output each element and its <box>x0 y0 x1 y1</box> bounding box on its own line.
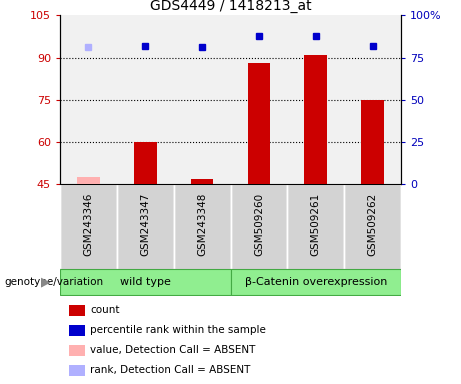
Bar <box>191 179 213 184</box>
Text: GSM509262: GSM509262 <box>367 193 378 256</box>
Text: GSM243346: GSM243346 <box>83 193 94 256</box>
Bar <box>77 177 100 184</box>
Text: value, Detection Call = ABSENT: value, Detection Call = ABSENT <box>90 345 255 355</box>
Bar <box>174 15 230 184</box>
Text: GSM243347: GSM243347 <box>140 193 150 256</box>
Bar <box>174 184 230 269</box>
Text: GSM243348: GSM243348 <box>197 193 207 256</box>
Bar <box>304 55 327 184</box>
Bar <box>287 184 344 269</box>
Text: genotype/variation: genotype/variation <box>5 277 104 287</box>
Bar <box>60 184 117 269</box>
Bar <box>60 269 230 295</box>
Bar <box>117 184 174 269</box>
Bar <box>248 63 270 184</box>
Text: GSM509260: GSM509260 <box>254 193 264 256</box>
Text: rank, Detection Call = ABSENT: rank, Detection Call = ABSENT <box>90 365 250 375</box>
Bar <box>230 184 287 269</box>
Bar <box>361 100 384 184</box>
Text: count: count <box>90 305 119 315</box>
Bar <box>230 269 401 295</box>
Text: percentile rank within the sample: percentile rank within the sample <box>90 325 266 335</box>
Bar <box>344 184 401 269</box>
Title: GDS4449 / 1418213_at: GDS4449 / 1418213_at <box>150 0 311 13</box>
Bar <box>287 15 344 184</box>
Bar <box>230 15 287 184</box>
Text: GSM509261: GSM509261 <box>311 193 321 256</box>
Bar <box>344 15 401 184</box>
Bar <box>134 142 157 184</box>
Text: wild type: wild type <box>120 277 171 287</box>
Bar <box>117 15 174 184</box>
Text: ▶: ▶ <box>41 276 51 289</box>
Text: β-Catenin overexpression: β-Catenin overexpression <box>245 277 387 287</box>
Bar <box>60 15 117 184</box>
